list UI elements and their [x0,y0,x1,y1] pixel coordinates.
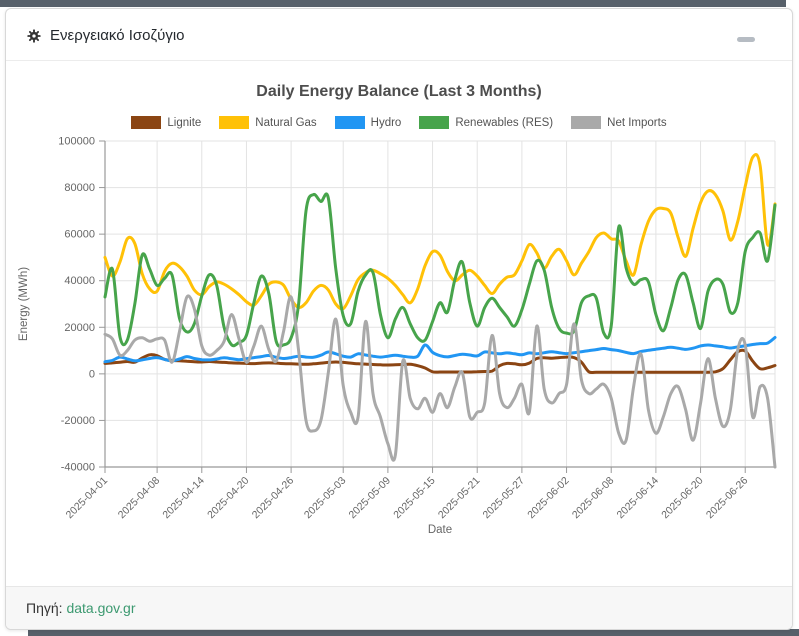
widget-footer: Πηγή: data.gov.gr [6,586,792,629]
svg-text:80000: 80000 [64,182,95,194]
legend-item-renewables-res[interactable]: Renewables (RES) [419,116,553,129]
legend-swatch [219,116,250,129]
legend-label: Renewables (RES) [455,116,554,129]
svg-text:Energy (MWh): Energy (MWh) [18,267,30,341]
widget-header: Ενεργειακό Ισοζύγιο [6,9,792,61]
chart-legend: Lignite Natural Gas Hydro Renewables (RES) N… [6,116,792,129]
svg-text:2025-06-08: 2025-06-08 [570,475,617,522]
legend-swatch [419,116,450,129]
source-link[interactable]: data.gov.gr [66,600,136,616]
svg-text:20000: 20000 [64,322,95,334]
svg-text:2025-06-26: 2025-06-26 [704,475,751,522]
page-top-bar [0,0,786,7]
source-label: Πηγή: [26,600,63,616]
svg-text:2025-04-08: 2025-04-08 [116,475,163,522]
svg-text:2025-04-26: 2025-04-26 [250,475,297,522]
svg-text:40000: 40000 [64,275,95,287]
svg-text:Date: Date [428,524,452,536]
svg-text:100000: 100000 [58,136,95,148]
svg-text:2025-05-27: 2025-05-27 [481,475,528,522]
svg-text:60000: 60000 [64,229,95,241]
chart-panel: Daily Energy Balance (Last 3 Months) Lig… [6,61,792,586]
series-line-net-imports [103,294,777,469]
svg-text:2025-04-01: 2025-04-01 [64,475,111,522]
svg-text:2025-05-15: 2025-05-15 [391,475,438,522]
svg-text:2025-06-02: 2025-06-02 [525,475,572,522]
svg-text:0: 0 [89,368,95,380]
svg-text:2025-06-20: 2025-06-20 [659,475,706,522]
minimize-dash-icon [737,37,755,42]
widget-card: Ενεργειακό Ισοζύγιο Daily Energy Balance… [5,8,793,630]
svg-text:2025-05-09: 2025-05-09 [347,475,394,522]
legend-swatch [334,116,365,129]
svg-text:2025-05-21: 2025-05-21 [436,475,483,522]
legend-swatch [131,116,162,129]
chart-title: Daily Energy Balance (Last 3 Months) [256,83,542,100]
svg-text:2025-04-20: 2025-04-20 [205,475,252,522]
gear-icon [26,28,42,44]
legend-label: Lignite [167,116,202,129]
minimize-button[interactable] [737,37,757,45]
legend-item-net-imports[interactable]: Net Imports [571,116,667,129]
svg-text:-40000: -40000 [61,462,95,474]
svg-text:2025-06-14: 2025-06-14 [615,475,662,522]
legend-swatch [571,116,602,129]
legend-label: Natural Gas [255,116,317,129]
series-line-lignite [103,348,777,375]
legend-item-hydro[interactable]: Hydro [334,116,402,129]
energy-balance-chart: 100000800006000040000200000-20000-400002… [18,136,777,536]
series-line-hydro [103,336,777,364]
legend-label: Net Imports [607,116,667,129]
svg-text:2025-04-14: 2025-04-14 [160,475,207,522]
svg-text:2025-05-03: 2025-05-03 [302,475,349,522]
legend-label: Hydro [370,116,402,129]
svg-text:-20000: -20000 [61,415,95,427]
widget-title: Ενεργειακό Ισοζύγιο [50,27,185,44]
legend-item-lignite[interactable]: Lignite [131,116,201,129]
legend-item-natural-gas[interactable]: Natural Gas [219,116,317,129]
page-bottom-bar [28,629,799,636]
series-line-renewables-res [103,192,777,348]
